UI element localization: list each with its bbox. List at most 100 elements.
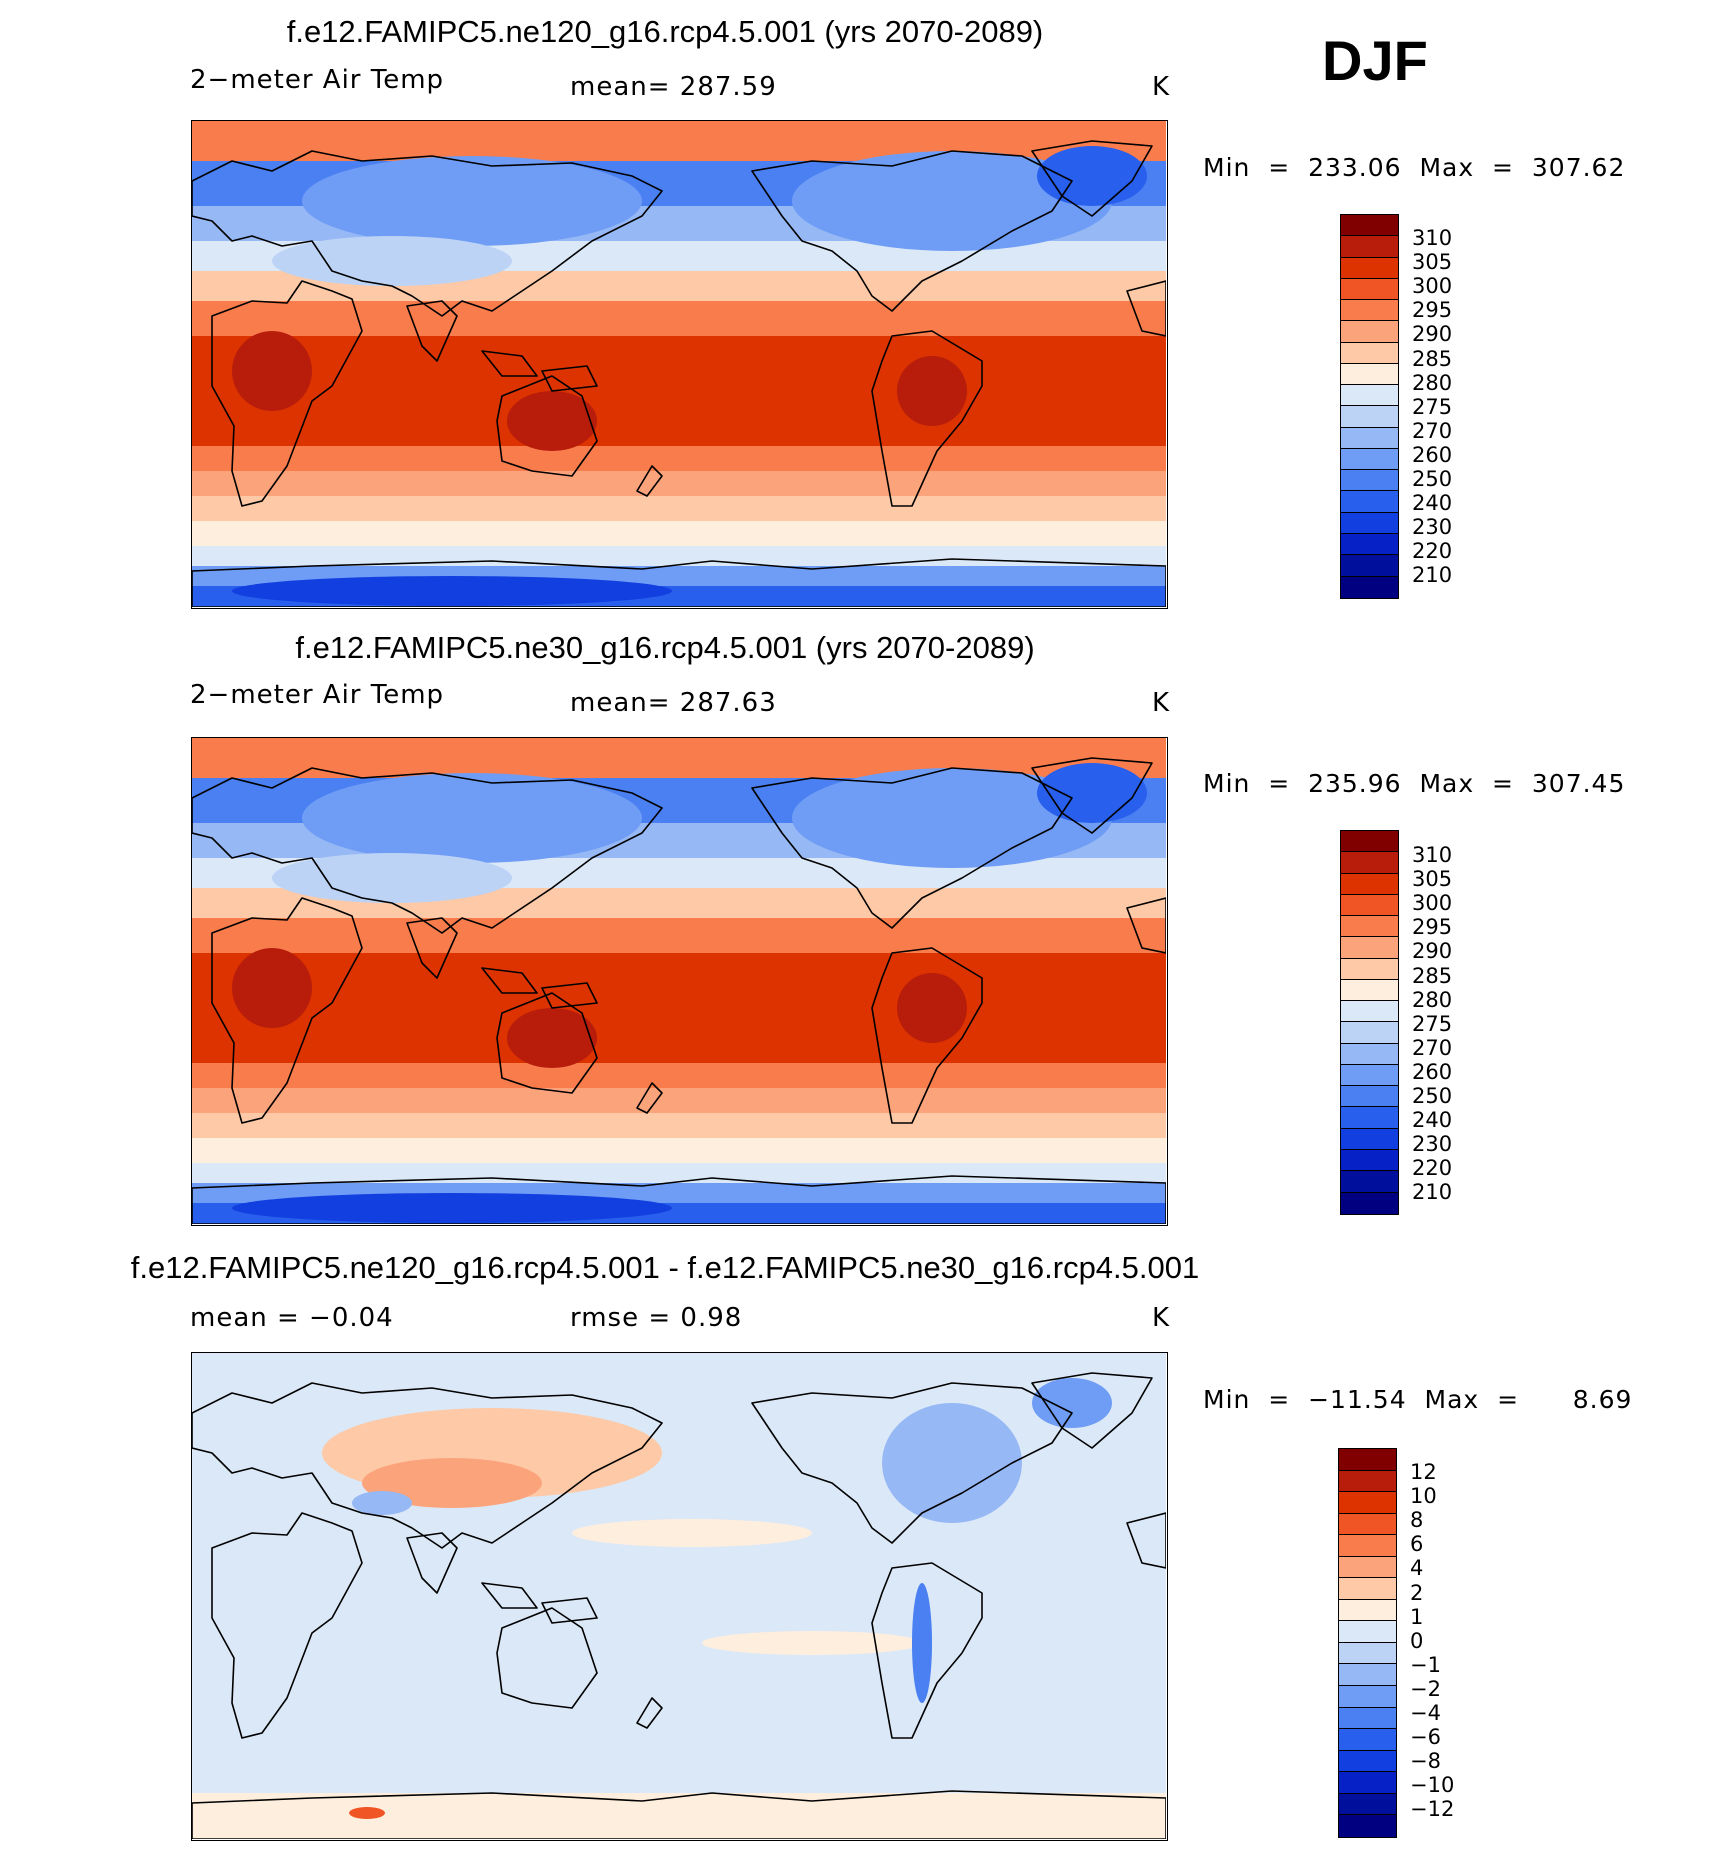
colorbar-swatch <box>1341 1022 1398 1044</box>
colorbar-swatch <box>1341 363 1398 386</box>
panel-2-colorbar <box>1340 830 1399 1215</box>
temperature-band <box>192 1163 1166 1183</box>
cold-region <box>1037 146 1147 206</box>
colorbar-tick-label: 285 <box>1412 963 1453 988</box>
panel-3-map <box>191 1352 1168 1841</box>
colorbar-swatch <box>1339 1686 1396 1708</box>
colorbar-tick-label: 250 <box>1412 1084 1453 1108</box>
hot-region <box>507 391 597 451</box>
coastline <box>192 150 663 317</box>
colorbar-swatch <box>1341 958 1398 980</box>
coastline <box>406 300 458 362</box>
colorbar-tick-label: 270 <box>1412 1035 1453 1060</box>
colorbar-tick-label: 260 <box>1412 442 1453 467</box>
hot-region <box>897 356 967 426</box>
colorbar-swatch <box>1341 852 1398 874</box>
colorbar-tick-label: 290 <box>1412 322 1453 347</box>
panel-2-variable: 2−meter Air Temp <box>190 680 445 710</box>
temperature-band <box>192 1063 1166 1088</box>
coastline <box>751 1382 1073 1544</box>
coastline <box>871 1562 983 1739</box>
coastline <box>496 1607 598 1709</box>
coastline <box>1126 1512 1166 1569</box>
colorbar-swatch <box>1339 1621 1396 1643</box>
coastline <box>481 1582 598 1624</box>
colorbar-tick-label: 300 <box>1412 891 1453 916</box>
season-label: DJF <box>1322 29 1428 92</box>
cold-region <box>232 576 672 606</box>
coastline <box>871 330 983 507</box>
colorbar-swatch <box>1339 1793 1396 1816</box>
temperature-field <box>192 121 1166 607</box>
colorbar-tick-label: −8 <box>1410 1749 1441 1774</box>
coastline <box>406 1532 458 1594</box>
coastline <box>636 465 663 497</box>
temperature-band <box>192 953 1166 1063</box>
colorbar-tick-label: 260 <box>1412 1059 1453 1084</box>
temperature-band <box>192 546 1166 566</box>
hot-region <box>232 331 312 411</box>
temperature-band <box>192 471 1166 496</box>
colorbar-tick-label: 290 <box>1412 939 1453 964</box>
colorbar-swatch <box>1339 1492 1396 1514</box>
panel-3-rmse: rmse = 0.98 <box>570 1303 743 1333</box>
cold-region <box>792 151 1112 251</box>
colorbar-swatch <box>1341 236 1398 258</box>
colorbar-swatch <box>1339 1470 1396 1493</box>
colorbar-swatch <box>1341 1128 1398 1150</box>
coastline <box>192 1790 1166 1839</box>
colorbar-tick-label: 300 <box>1412 274 1453 299</box>
temperature-band <box>192 1088 1166 1113</box>
temperature-band <box>192 336 1166 446</box>
colorbar-swatch <box>1341 491 1398 513</box>
hot-region <box>507 1008 597 1068</box>
colorbar-tick-label: 240 <box>1412 491 1453 516</box>
coastline <box>192 1175 1166 1224</box>
coastline <box>1031 757 1153 834</box>
coastline <box>871 947 983 1124</box>
cold-region <box>302 156 642 246</box>
colorbar-swatch <box>1341 215 1398 237</box>
colorbar-tick-label: 0 <box>1410 1628 1424 1653</box>
colorbar-swatch <box>1341 278 1398 301</box>
temperature-band <box>192 121 1166 161</box>
temperature-band <box>192 738 1166 778</box>
panel-1-title: f.e12.FAMIPC5.ne120_g16.rcp4.5.001 (yrs … <box>286 14 1044 49</box>
colorbar-tick-label: 250 <box>1412 467 1453 491</box>
colorbar-tick-label: −6 <box>1410 1725 1441 1750</box>
colorbar-swatch <box>1341 979 1398 1002</box>
cool-region <box>272 236 512 286</box>
colorbar-tick-label: 280 <box>1412 370 1453 395</box>
colorbar-tick-label: −10 <box>1410 1773 1455 1798</box>
colorbar-swatch <box>1341 831 1398 853</box>
colorbar-swatch <box>1341 321 1398 343</box>
coastline <box>192 767 663 934</box>
colorbar-swatch <box>1341 1086 1398 1108</box>
colorbar-tick-label: 270 <box>1412 418 1453 443</box>
coastlines <box>192 1372 1166 1839</box>
colorbar-tick-label: 230 <box>1412 515 1453 540</box>
colorbar-swatch <box>1339 1556 1396 1579</box>
coastline <box>1126 280 1166 337</box>
colorbar-swatch <box>1339 1578 1396 1600</box>
cool-anomaly <box>912 1583 932 1703</box>
coastline <box>496 375 598 477</box>
colorbar-swatch <box>1341 427 1398 449</box>
panel-2-title: f.e12.FAMIPC5.ne30_g16.rcp4.5.001 (yrs 2… <box>295 630 1035 665</box>
temperature-band <box>192 446 1166 471</box>
temperature-band <box>192 496 1166 521</box>
cool-anomaly <box>1032 1378 1112 1428</box>
panel-2-mean: mean= 287.63 <box>570 688 777 718</box>
difference-background <box>192 1353 1166 1839</box>
cold-region <box>302 773 642 863</box>
colorbar-tick-label: 12 <box>1410 1460 1437 1484</box>
colorbar-swatch <box>1341 873 1398 895</box>
colorbar-tick-label: 220 <box>1412 1156 1453 1181</box>
colorbar-swatch <box>1339 1750 1396 1773</box>
colorbar-swatch <box>1339 1664 1396 1687</box>
temperature-band <box>192 521 1166 546</box>
colorbar-tick-label: 1 <box>1410 1604 1424 1629</box>
colorbar-swatch <box>1339 1707 1396 1730</box>
colorbar-swatch <box>1339 1729 1396 1751</box>
colorbar-swatch <box>1341 385 1398 407</box>
